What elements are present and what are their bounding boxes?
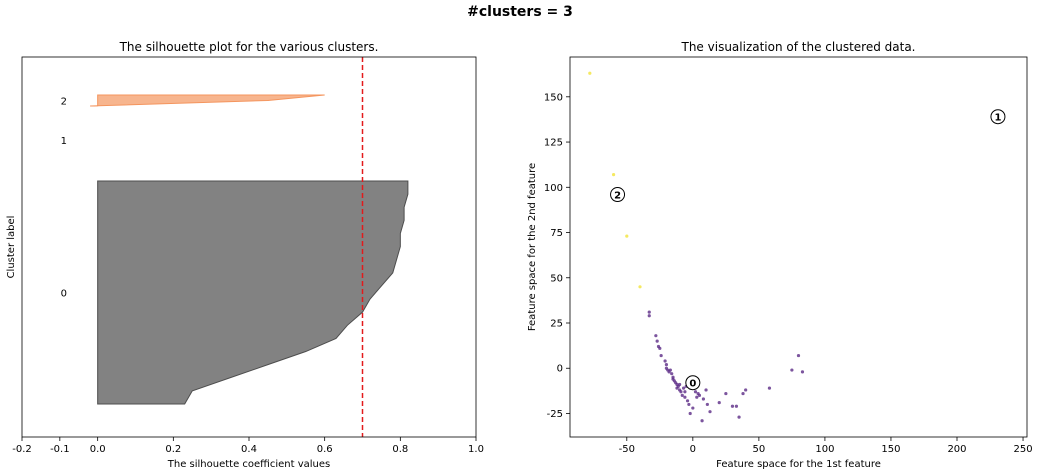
- scatter-ytick-label: 150: [544, 92, 563, 103]
- scatter-xtick-label: 100: [815, 444, 834, 455]
- figure-title: #clusters = 3: [467, 4, 573, 20]
- scatter-ylabel: Feature space for the 2nd feature: [527, 163, 538, 331]
- scatter-point-cluster-0: [696, 391, 700, 396]
- scatter-point-cluster-0: [685, 399, 690, 403]
- silhouette-xtick-label: -0.2: [12, 444, 32, 455]
- scatter-point-cluster-0: [708, 410, 712, 414]
- scatter-point-cluster-0: [647, 310, 651, 314]
- scatter-point-cluster-2: [625, 234, 629, 238]
- scatter-point-cluster-0: [670, 372, 674, 376]
- scatter-point-cluster-0: [654, 334, 658, 338]
- silhouette-xtick-label: -0.1: [50, 444, 70, 455]
- silhouette-chart: The silhouette plot for the various clus…: [6, 40, 484, 470]
- silhouette-ylabel: Cluster label: [6, 216, 17, 279]
- scatter-ytick-label: 0: [557, 364, 563, 375]
- scatter-point-cluster-0: [724, 391, 728, 396]
- scatter-point-cluster-0: [664, 363, 669, 367]
- scatter-point-cluster-0: [655, 339, 659, 343]
- silhouette-xtick-label: 0.0: [90, 444, 106, 455]
- scatter-point-cluster-2: [638, 285, 642, 289]
- scatter-point-cluster-0: [687, 402, 691, 407]
- silhouette-xlabel: The silhouette coefficient values: [167, 459, 331, 470]
- cluster-center-label-1: 1: [994, 113, 1001, 124]
- scatter-ytick-label: 25: [550, 319, 563, 330]
- scatter-point-cluster-0: [680, 393, 684, 397]
- scatter-xtick-label: 200: [947, 444, 966, 455]
- scatter-point-cluster-0: [734, 404, 739, 408]
- scatter-point-cluster-0: [701, 397, 706, 401]
- scatter-point-cluster-0: [683, 395, 687, 399]
- scatter-point-cluster-0: [704, 388, 708, 392]
- scatter-point-cluster-0: [741, 391, 745, 396]
- scatter-point-cluster-0: [767, 386, 772, 390]
- silhouette-cluster-label-2: 2: [61, 97, 67, 108]
- scatter-point-cluster-0: [695, 395, 699, 399]
- silhouette-xtick-label: 1.0: [468, 444, 484, 455]
- scatter-point-cluster-0: [647, 314, 651, 318]
- scatter-point-cluster-0: [730, 404, 735, 408]
- scatter-title: The visualization of the clustered data.: [681, 40, 916, 54]
- scatter-point-cluster-2: [588, 71, 592, 75]
- scatter-point-cluster-0: [659, 353, 663, 358]
- scatter-point-cluster-0: [683, 390, 687, 394]
- scatter-ytick-label: 125: [544, 138, 563, 149]
- scatter-point-cluster-0: [800, 370, 805, 374]
- scatter-xtick-label: 150: [881, 444, 900, 455]
- silhouette-cluster-2: [90, 94, 325, 107]
- cluster-center-marker-0: [685, 375, 701, 391]
- scatter-point-cluster-0: [700, 419, 704, 423]
- cluster-center-marker-2: [610, 187, 626, 203]
- scatter-point-cluster-0: [790, 368, 794, 372]
- scatter-ytick-label: -25: [547, 409, 563, 420]
- silhouette-title: The silhouette plot for the various clus…: [119, 40, 379, 54]
- silhouette-xtick-label: 0.6: [317, 444, 333, 455]
- scatter-axes-frame: [569, 56, 1028, 438]
- cluster-center-label-0: 0: [689, 379, 696, 390]
- silhouette-cluster-0: [97, 180, 409, 405]
- scatter-ytick-label: 50: [550, 273, 563, 284]
- cluster-center-label-2: 2: [614, 191, 621, 202]
- scatter-point-cluster-0: [691, 406, 695, 410]
- scatter-chart: The visualization of the clustered data.…: [527, 40, 1033, 470]
- scatter-point-cluster-0: [675, 386, 679, 390]
- scatter-point-cluster-0: [658, 346, 662, 350]
- scatter-point-cluster-0: [693, 390, 698, 394]
- scatter-xtick-label: 0: [690, 444, 696, 455]
- cluster-center-marker-1: [990, 109, 1006, 125]
- scatter-xtick-label: 250: [1013, 444, 1032, 455]
- silhouette-xtick-label: 0.8: [392, 444, 408, 455]
- scatter-point-cluster-0: [737, 415, 741, 419]
- silhouette-xtick-label: 0.4: [241, 444, 257, 455]
- scatter-point-cluster-0: [679, 390, 683, 394]
- scatter-point-cluster-0: [705, 402, 709, 407]
- silhouette-cluster-label-1: 1: [61, 136, 67, 147]
- scatter-point-cluster-0: [717, 401, 721, 405]
- scatter-point-cluster-0: [688, 411, 692, 416]
- scatter-point-cluster-0: [663, 359, 667, 363]
- scatter-point-cluster-0: [678, 382, 682, 387]
- scatter-point-cluster-0: [744, 388, 748, 392]
- scatter-point-cluster-0: [668, 368, 672, 372]
- scatter-point-cluster-2: [611, 173, 616, 177]
- silhouette-xtick-label: 0.2: [165, 444, 181, 455]
- scatter-ytick-label: 100: [544, 183, 563, 194]
- scatter-ytick-label: 75: [550, 228, 563, 239]
- scatter-point-cluster-0: [796, 353, 801, 358]
- scatter-xtick-label: -50: [619, 444, 635, 455]
- scatter-point-cluster-0: [671, 377, 675, 381]
- scatter-point-cluster-0: [681, 386, 686, 390]
- scatter-xtick-label: 50: [753, 444, 766, 455]
- silhouette-cluster-label-0: 0: [61, 289, 67, 300]
- scatter-xlabel: Feature space for the 1st feature: [716, 459, 881, 470]
